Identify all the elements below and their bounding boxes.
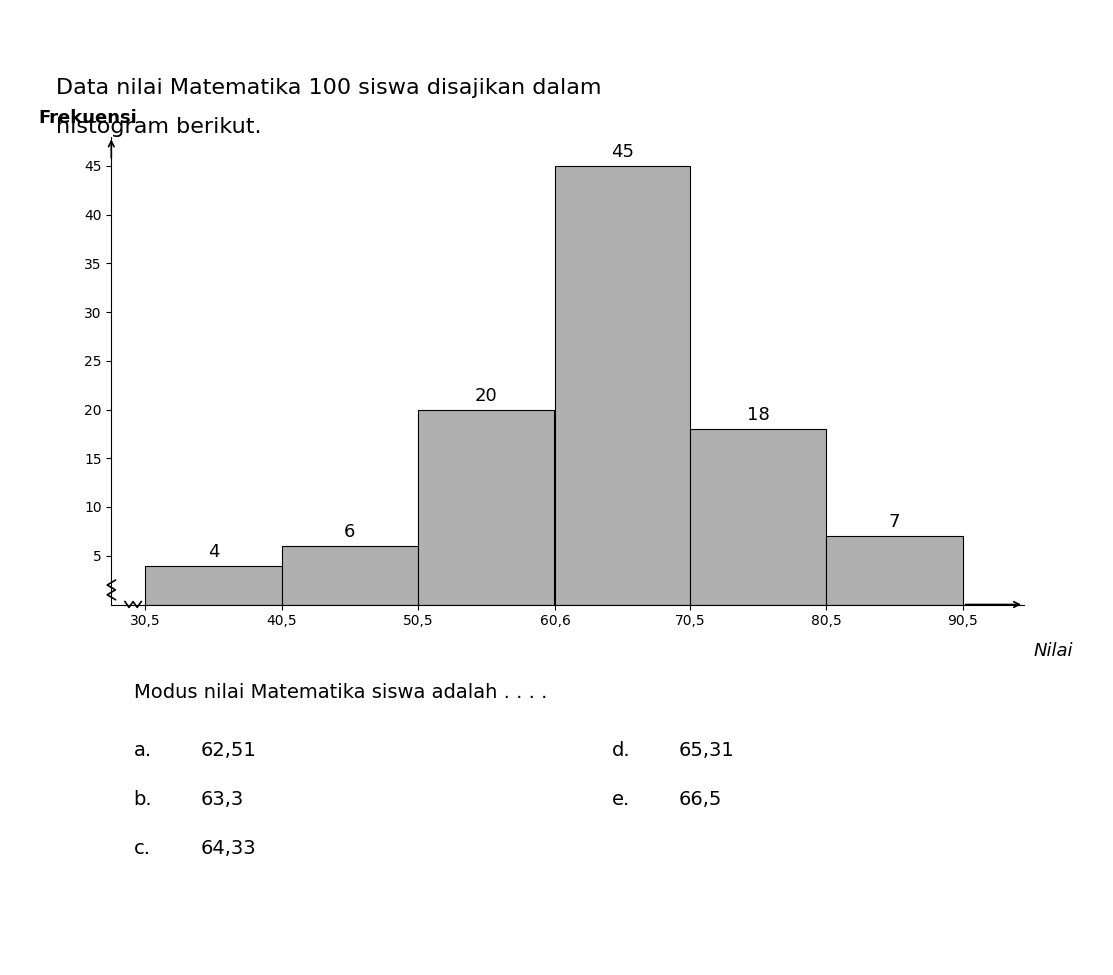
Text: 4: 4 bbox=[208, 543, 219, 561]
Text: 20: 20 bbox=[474, 387, 498, 405]
Text: 62,51: 62,51 bbox=[200, 741, 256, 760]
Text: 7: 7 bbox=[889, 514, 900, 531]
Text: c.: c. bbox=[134, 838, 150, 857]
Bar bbox=[417, 410, 554, 604]
Text: e.: e. bbox=[612, 790, 630, 808]
Text: Nilai: Nilai bbox=[1033, 642, 1073, 660]
Text: 18: 18 bbox=[747, 407, 770, 424]
Text: histogram berikut.: histogram berikut. bbox=[56, 117, 262, 137]
Bar bbox=[690, 429, 827, 604]
Bar bbox=[827, 536, 963, 604]
Text: d.: d. bbox=[612, 741, 631, 760]
Text: a.: a. bbox=[134, 741, 151, 760]
Text: 6: 6 bbox=[344, 524, 355, 541]
Bar bbox=[282, 546, 417, 604]
Text: 66,5: 66,5 bbox=[679, 790, 722, 808]
Text: 64,33: 64,33 bbox=[200, 838, 256, 857]
Text: Data nilai Matematika 100 siswa disajikan dalam: Data nilai Matematika 100 siswa disajika… bbox=[56, 78, 601, 98]
Text: 65,31: 65,31 bbox=[679, 741, 735, 760]
Text: b.: b. bbox=[134, 790, 152, 808]
Text: Frekuensi: Frekuensi bbox=[38, 109, 137, 127]
Text: 63,3: 63,3 bbox=[200, 790, 244, 808]
Text: 45: 45 bbox=[611, 143, 634, 161]
Text: Modus nilai Matematika siswa adalah . . . .: Modus nilai Matematika siswa adalah . . … bbox=[134, 682, 546, 701]
Bar bbox=[555, 166, 690, 604]
Bar bbox=[146, 566, 282, 604]
